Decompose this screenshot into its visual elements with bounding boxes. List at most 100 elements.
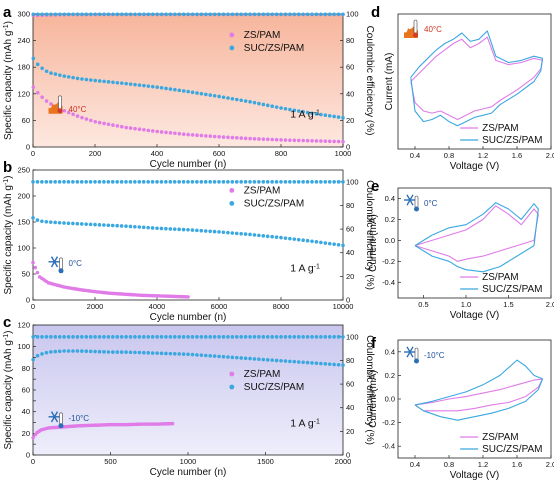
x-axis-label: Voltage (V) <box>450 470 499 481</box>
x-tick-label: 2000 <box>87 302 104 311</box>
data-point <box>204 12 208 17</box>
series-suc-zs-pam-ce <box>31 335 345 339</box>
data-point <box>265 180 270 184</box>
data-point <box>270 104 275 109</box>
data-point <box>217 230 221 234</box>
data-point <box>195 133 199 138</box>
data-point <box>221 354 226 359</box>
y-tick-label: 0.0 <box>385 236 395 245</box>
snowflake-icon <box>50 411 59 423</box>
data-point <box>327 362 332 366</box>
temperature-label: -10°C <box>69 414 90 423</box>
data-point <box>44 12 49 17</box>
data-point <box>274 180 279 184</box>
data-point <box>44 180 49 184</box>
thermometer-bulb-icon <box>58 423 64 429</box>
data-point <box>252 335 257 339</box>
data-point <box>35 218 40 222</box>
x-tick-label: 0.5 <box>418 300 428 309</box>
data-point <box>97 120 102 125</box>
data-point <box>217 12 221 17</box>
data-point <box>53 335 58 339</box>
data-point <box>84 117 89 121</box>
data-point <box>141 180 146 184</box>
x-tick-label: 2.0 <box>546 151 554 160</box>
data-point <box>310 180 314 184</box>
data-point <box>40 95 44 100</box>
data-point <box>31 357 35 362</box>
y-tick-label: 240 <box>17 36 30 45</box>
data-point <box>93 119 98 124</box>
y-axis-label-exponent: -1 <box>3 334 10 340</box>
data-point <box>305 360 310 365</box>
data-point <box>48 220 53 224</box>
data-point <box>168 12 173 17</box>
data-point <box>296 360 301 364</box>
rate-label: 1 A g-1 <box>290 417 320 429</box>
data-point <box>110 180 115 184</box>
data-point <box>257 137 261 141</box>
data-point <box>84 180 88 184</box>
data-point <box>319 139 323 143</box>
data-point <box>305 180 310 184</box>
data-point <box>279 335 283 339</box>
data-point <box>323 241 328 245</box>
data-point <box>155 129 159 134</box>
data-point <box>204 92 208 97</box>
data-point <box>261 102 266 107</box>
data-point <box>133 126 137 131</box>
data-point <box>323 113 328 118</box>
data-point <box>159 12 164 17</box>
data-point <box>208 12 213 17</box>
series-suc-zs-pam <box>31 56 345 120</box>
data-point <box>93 12 98 17</box>
data-point <box>159 180 164 184</box>
data-point <box>323 180 328 184</box>
data-point <box>204 134 208 138</box>
data-point <box>336 243 341 247</box>
x-tick-label: 10000 <box>333 302 354 311</box>
data-point <box>221 230 226 235</box>
x-tick-label: 1.2 <box>478 151 488 160</box>
legend-label-1: SUC/ZS/PAM <box>244 198 304 209</box>
data-point <box>62 12 67 17</box>
y-tick-label: 0.0 <box>385 395 395 404</box>
y-axis-label-exponent: -1 <box>3 179 10 185</box>
data-point <box>341 115 345 120</box>
data-point <box>49 350 53 354</box>
data-point <box>142 127 146 132</box>
data-point <box>270 12 275 17</box>
legend-label-0: ZS/PAM <box>482 272 518 283</box>
temperature-label: 40°C <box>424 25 442 34</box>
data-point <box>292 359 297 364</box>
data-point <box>279 235 283 240</box>
data-point <box>31 85 36 89</box>
data-point <box>79 180 84 184</box>
data-point <box>75 335 80 339</box>
data-point <box>292 180 297 184</box>
data-point <box>164 335 168 339</box>
data-point <box>279 180 283 184</box>
data-point <box>186 89 190 94</box>
data-point <box>314 240 319 244</box>
data-point <box>93 180 97 184</box>
data-point <box>142 12 146 17</box>
data-point <box>97 180 102 184</box>
data-point <box>53 220 57 225</box>
panel-letter: c <box>3 314 11 331</box>
data-point <box>203 353 208 358</box>
data-point <box>137 225 142 229</box>
plot-frame <box>397 187 552 299</box>
series-suc-zs-pam <box>31 216 345 248</box>
cv-curve-suc-zs-pam <box>414 202 539 273</box>
data-point <box>332 335 336 339</box>
data-point <box>128 224 133 229</box>
data-point <box>44 335 49 339</box>
data-point <box>336 335 341 339</box>
data-point <box>270 137 275 142</box>
data-point <box>261 137 266 141</box>
data-point <box>319 12 323 17</box>
y-tick-label: 200 <box>17 192 30 201</box>
data-point <box>203 180 208 184</box>
y-tick-label: 180 <box>17 63 30 72</box>
